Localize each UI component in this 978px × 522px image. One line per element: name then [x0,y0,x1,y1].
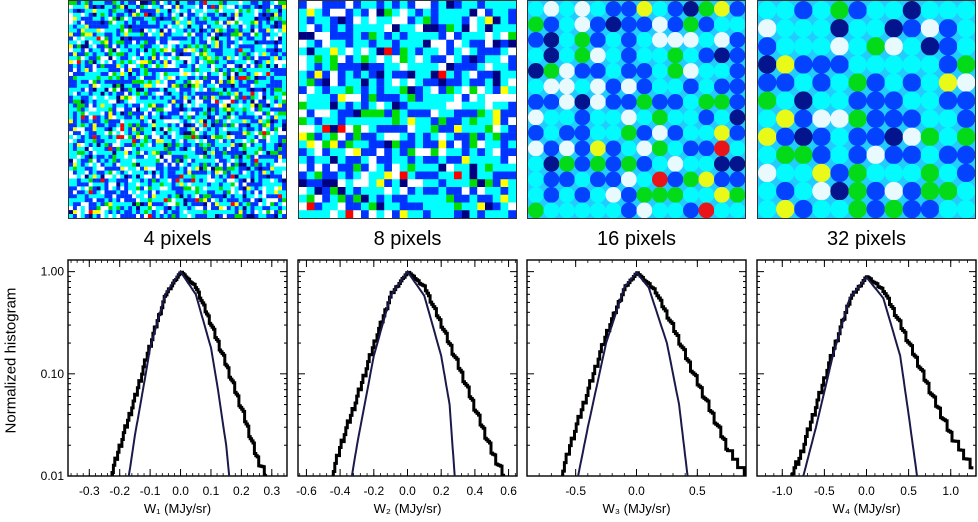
y-tick-label: 1.00 [41,265,65,279]
map-label-32px: 32 pixels [827,228,906,250]
x-tick-label: -0.4 [330,484,351,498]
x-tick-label: 0.2 [233,484,250,498]
histogram-line [331,270,506,476]
map-label-16px: 16 pixels [597,228,676,250]
plot-frame [756,259,977,477]
x-tick-label: 0.0 [858,484,875,498]
x-tick-label: -0.6 [296,484,317,498]
x-tick-label: -0.2 [109,484,130,498]
wavelet-map-8px [298,0,517,219]
x-tick-label: 0.3 [263,484,280,498]
y-tick-label: 0.01 [41,469,65,483]
x-tick-label: -0.3 [79,484,100,498]
x-tick-label: 0.2 [433,484,450,498]
wavelet-map-16px [527,0,746,219]
x-tick-label: 0.0 [172,484,189,498]
x-tick-label: -0.2 [363,484,384,498]
plot-frame [526,259,747,477]
gaussian-fit-line [350,269,456,476]
x-tick-label: 0.5 [900,484,917,498]
x-tick-label: 0.6 [500,484,517,498]
x-tick-label: -0.5 [814,484,835,498]
wavelet-map-32px [757,0,976,219]
x-tick-label: -1.0 [772,484,793,498]
x-axis-label: W₂ (MJy/sr) [374,501,442,516]
gaussian-fit-line [802,275,918,476]
x-tick-label: 0.0 [628,484,645,498]
histogram-panel-4: -1.0 -0.5 0.0 0.5 1.0 W₄ (MJy/sr) [756,259,977,516]
histogram-panel-2: -0.6 -0.4 -0.2 0.0 0.2 0.4 0.6 W₂ (MJy/sr) [296,259,518,516]
gaussian-fit-line [127,269,231,476]
gaussian-fit-line [577,270,689,476]
x-tick-label: -0.1 [140,484,161,498]
x-tick-label: 0.1 [203,484,220,498]
histogram-line [790,275,974,476]
histogram-line [110,270,268,476]
histogram-line [561,271,746,476]
plot-frame [297,259,518,477]
map-label-4px: 4 pixels [143,228,212,250]
wavelet-map-4px [68,0,287,219]
y-tick-label: 0.10 [41,367,65,381]
histogram-panel-1: -0.3 -0.2 -0.1 0.0 0.1 0.2 0.3 0.01 0.10 1.00 W₁ (… [41,259,288,516]
histogram-panel-3: -0.5 0.0 0.5 W₃ (MJy/sr) [526,259,747,516]
x-axis-label: W₄ (MJy/sr) [832,501,900,516]
x-tick-label: -0.5 [565,484,586,498]
x-tick-label: 0.4 [467,484,484,498]
map-label-8px: 8 pixels [373,228,442,250]
x-tick-label: 0.5 [689,484,706,498]
x-axis-label: W₃ (MJy/sr) [602,501,670,516]
x-axis-label: W₁ (MJy/sr) [144,501,211,516]
x-tick-label: 1.0 [942,484,959,498]
x-tick-label: 0.0 [399,484,416,498]
